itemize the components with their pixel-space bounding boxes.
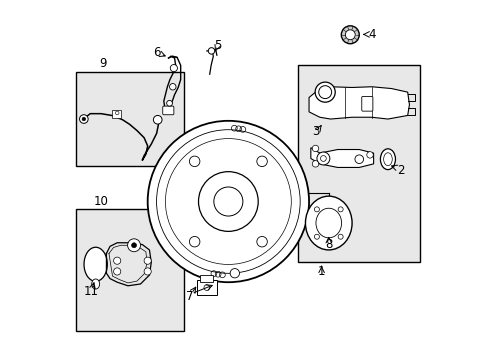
Bar	[298, 65, 419, 262]
Polygon shape	[308, 87, 408, 119]
Circle shape	[213, 187, 243, 216]
FancyBboxPatch shape	[196, 280, 217, 295]
Circle shape	[320, 156, 325, 161]
Circle shape	[144, 268, 151, 275]
Text: 8: 8	[325, 238, 332, 251]
Circle shape	[345, 30, 354, 40]
Circle shape	[203, 285, 209, 291]
Ellipse shape	[383, 153, 391, 166]
Ellipse shape	[305, 196, 351, 250]
Text: 4: 4	[367, 28, 375, 41]
Circle shape	[314, 234, 319, 239]
Text: 10: 10	[93, 195, 108, 208]
Circle shape	[80, 115, 88, 123]
Circle shape	[144, 257, 151, 264]
Circle shape	[312, 161, 318, 167]
Circle shape	[312, 145, 318, 152]
Bar	[76, 72, 183, 166]
Text: 7: 7	[186, 290, 193, 303]
Circle shape	[256, 237, 267, 247]
Circle shape	[314, 207, 319, 212]
FancyBboxPatch shape	[163, 106, 174, 115]
Polygon shape	[310, 148, 373, 167]
Circle shape	[131, 243, 136, 248]
Circle shape	[147, 121, 308, 282]
Circle shape	[82, 117, 85, 121]
Circle shape	[318, 86, 331, 99]
Circle shape	[170, 64, 177, 72]
Circle shape	[166, 100, 172, 106]
Text: 6: 6	[153, 46, 160, 59]
Text: 3: 3	[312, 125, 319, 138]
Text: 11: 11	[84, 285, 99, 298]
Circle shape	[230, 269, 239, 278]
Circle shape	[366, 152, 372, 158]
Text: 9: 9	[99, 57, 106, 70]
Bar	[76, 209, 183, 330]
Circle shape	[115, 111, 119, 115]
Ellipse shape	[92, 279, 100, 289]
Circle shape	[189, 237, 200, 247]
Circle shape	[314, 82, 335, 102]
Circle shape	[354, 155, 363, 163]
Text: 2: 2	[396, 164, 404, 177]
Circle shape	[153, 116, 162, 124]
FancyBboxPatch shape	[200, 275, 213, 282]
Circle shape	[113, 257, 121, 264]
Circle shape	[337, 234, 343, 239]
Ellipse shape	[380, 149, 395, 170]
Circle shape	[189, 156, 200, 167]
Circle shape	[256, 156, 267, 167]
Circle shape	[198, 172, 258, 231]
Circle shape	[337, 207, 343, 212]
Ellipse shape	[315, 208, 341, 238]
Circle shape	[341, 26, 359, 44]
FancyBboxPatch shape	[361, 96, 372, 111]
Text: 1: 1	[317, 265, 325, 278]
Circle shape	[316, 152, 329, 165]
Circle shape	[113, 268, 121, 275]
FancyBboxPatch shape	[112, 111, 121, 118]
Ellipse shape	[84, 247, 107, 281]
Circle shape	[208, 48, 214, 54]
Text: 5: 5	[213, 39, 221, 52]
Circle shape	[169, 84, 176, 90]
Circle shape	[127, 239, 140, 252]
